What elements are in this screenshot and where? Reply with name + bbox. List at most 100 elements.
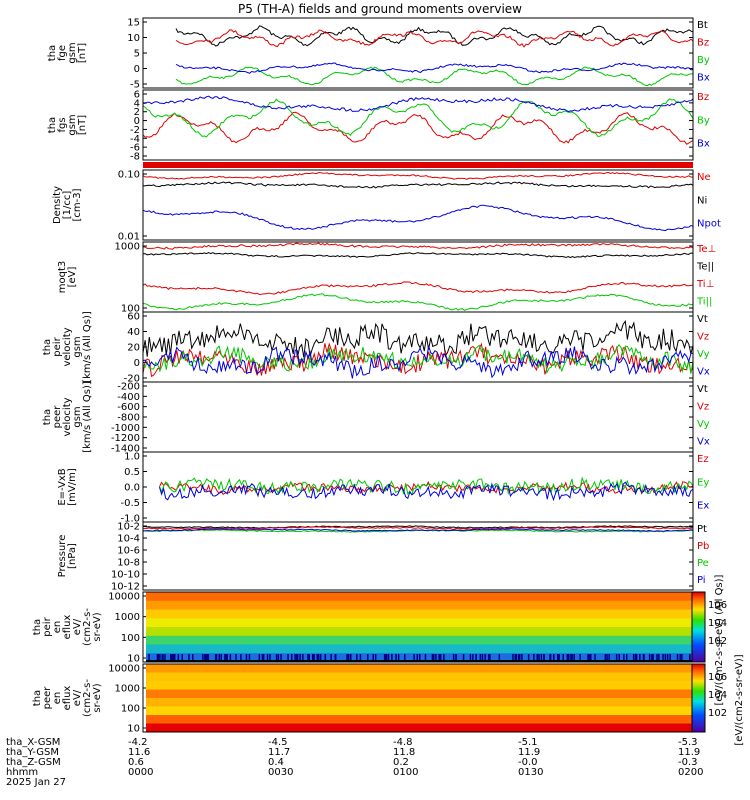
spectrogram-speck bbox=[226, 654, 228, 660]
y-tick-label: -1.0 bbox=[120, 514, 140, 525]
spectrogram-speck bbox=[372, 654, 374, 660]
spectrogram-speck bbox=[438, 654, 440, 660]
y-axis-label: tha bbox=[32, 690, 43, 706]
legend-Te||: Te|| bbox=[696, 262, 714, 273]
spectrogram-speck bbox=[666, 654, 669, 660]
panel-frame bbox=[142, 521, 694, 591]
spectrogram-speck bbox=[652, 654, 654, 660]
spectrogram-speck bbox=[313, 654, 315, 660]
y-axis-label: [nT] bbox=[77, 43, 88, 63]
y-tick-label: 10000 bbox=[108, 664, 140, 675]
colorbar-tick-label: 106 bbox=[708, 672, 727, 683]
legend-Pb: Pb bbox=[697, 541, 709, 552]
spectrogram-speck bbox=[538, 654, 540, 660]
x-tick-label: 11.8 bbox=[393, 747, 415, 758]
spectrogram-speck bbox=[275, 654, 278, 660]
spectrogram-speck bbox=[162, 654, 164, 660]
trace-Pt bbox=[142, 525, 694, 529]
trace-Pi bbox=[142, 528, 694, 532]
spectrogram-speck bbox=[590, 654, 592, 660]
y-axis-label: eV/ bbox=[72, 689, 83, 706]
spectrogram-speck bbox=[224, 654, 226, 660]
panel-frame bbox=[142, 169, 694, 241]
legend-Vx: Vx bbox=[697, 367, 710, 378]
spectrogram-speck bbox=[385, 654, 388, 660]
y-tick-label: -20 bbox=[124, 374, 140, 385]
spectrogram-speck bbox=[385, 654, 387, 660]
x-tick-label: 11.7 bbox=[268, 747, 290, 758]
spectrogram-speck bbox=[164, 654, 166, 660]
spectrogram-band bbox=[146, 627, 693, 637]
y-tick-label: -6 bbox=[130, 143, 140, 154]
x-row-label: tha_Z-GSM bbox=[6, 757, 61, 768]
spectrogram-speck bbox=[419, 654, 421, 660]
spectrogram-speck bbox=[632, 654, 635, 660]
spectrogram-band bbox=[146, 681, 693, 690]
spectrogram-speck bbox=[188, 654, 190, 660]
y-axis-label: tha bbox=[42, 339, 53, 355]
trace-Te|| bbox=[142, 252, 694, 259]
y-tick-label: 0.0 bbox=[124, 483, 140, 494]
spectrogram-speck bbox=[330, 654, 332, 660]
y-tick-label: 10 bbox=[127, 724, 140, 735]
spectrogram-speck bbox=[181, 654, 183, 660]
x-tick-label: -4.2 bbox=[128, 737, 148, 748]
legend-Ey: Ey bbox=[697, 477, 709, 488]
legend-Vt: Vt bbox=[697, 314, 708, 325]
legend-Pe: Pe bbox=[697, 558, 709, 569]
spectrogram-speck bbox=[618, 654, 620, 660]
legend-Ni: Ni bbox=[697, 195, 707, 206]
trace-Te⊥ bbox=[142, 242, 694, 250]
spectrogram-speck bbox=[205, 654, 207, 660]
spectrogram-speck bbox=[148, 654, 150, 660]
spectrogram-speck bbox=[656, 654, 658, 660]
y-tick-label: 5 bbox=[134, 49, 140, 60]
panel-frame bbox=[142, 89, 694, 161]
spectrogram-speck bbox=[557, 654, 559, 660]
spectrogram-band bbox=[146, 723, 693, 733]
legend-Ex: Ex bbox=[697, 501, 709, 512]
spectrogram-band bbox=[146, 698, 693, 707]
spectrogram-speck bbox=[177, 654, 180, 660]
flag-bar bbox=[143, 162, 693, 168]
y-tick-label: -8 bbox=[130, 152, 140, 163]
spectrogram-speck bbox=[664, 654, 667, 660]
y-tick-label: -5 bbox=[130, 80, 140, 91]
legend-Ez: Ez bbox=[697, 454, 709, 465]
x-tick-label: -4.5 bbox=[268, 737, 288, 748]
spectrogram-speck bbox=[287, 654, 289, 660]
spectrogram-speck bbox=[174, 654, 176, 660]
trace-Bt bbox=[175, 25, 694, 47]
spectrogram-speck bbox=[350, 654, 352, 660]
trace-Vt bbox=[142, 319, 694, 359]
x-tick-label: 0000 bbox=[128, 767, 153, 778]
y-tick-label: 1000 bbox=[115, 612, 140, 623]
y-tick-label: 10-12 bbox=[111, 582, 140, 593]
spectrogram-band bbox=[146, 706, 693, 716]
spectrogram-speck bbox=[455, 654, 457, 660]
y-axis-label: E=-VxB bbox=[57, 468, 68, 505]
legend-Bx: Bx bbox=[697, 139, 710, 150]
spectrogram-band bbox=[146, 600, 693, 610]
y-tick-label: 1000 bbox=[115, 242, 140, 253]
spectrogram-speck bbox=[240, 654, 242, 660]
spectrogram-speck bbox=[443, 654, 445, 660]
spectrogram-speck bbox=[634, 654, 637, 660]
spectrogram-speck bbox=[669, 654, 671, 660]
spectrogram-speck bbox=[159, 654, 161, 660]
y-tick-label: -600 bbox=[117, 402, 140, 413]
x-tick-label: -5.3 bbox=[678, 737, 698, 748]
spectrogram-speck bbox=[515, 654, 518, 660]
y-tick-label: 100 bbox=[121, 633, 140, 644]
legend-Vz: Vz bbox=[697, 332, 709, 343]
y-tick-label: 60 bbox=[127, 312, 140, 323]
date-label: 2025 Jan 27 bbox=[6, 777, 66, 788]
x-tick-label: 0130 bbox=[518, 767, 543, 778]
spectrogram-speck bbox=[615, 654, 618, 660]
trace-By bbox=[175, 66, 693, 87]
y-tick-label: 4 bbox=[134, 98, 140, 109]
spectrogram-speck bbox=[225, 654, 228, 660]
spectrogram-speck bbox=[521, 654, 523, 660]
spectrogram-speck bbox=[374, 654, 377, 660]
